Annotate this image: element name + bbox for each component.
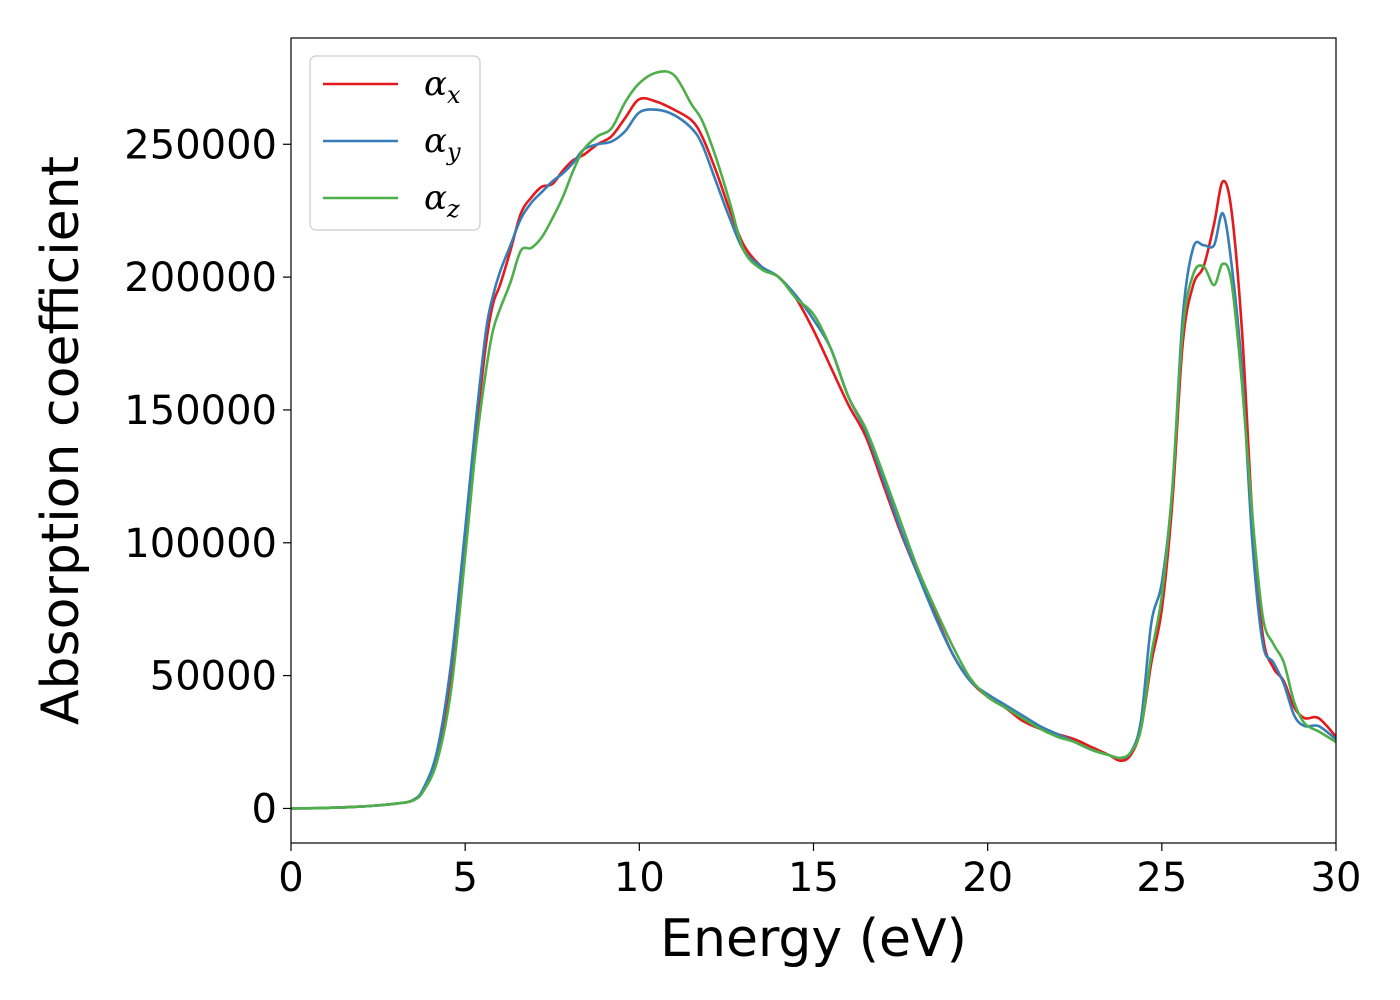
x-tick-label: 10 <box>614 855 665 901</box>
x-tick-label: 25 <box>1136 855 1187 901</box>
y-tick-label: 250000 <box>124 122 277 168</box>
series-layer <box>290 70 1337 810</box>
legend: αx αy αz <box>309 55 481 231</box>
x-tick-label: 0 <box>278 855 303 901</box>
ticks-layer: 0 5 10 15 20 25 30 0 50000 100000 150000 200000 2500… <box>124 122 1361 901</box>
y-tick-label: 50000 <box>150 654 277 700</box>
x-tick-label: 15 <box>788 855 839 901</box>
x-axis-label: Energy (eV) <box>660 909 967 969</box>
y-axis-label: Absorption coefficient <box>31 156 91 725</box>
legend-box <box>309 55 481 231</box>
y-tick-label: 0 <box>252 786 277 832</box>
legend-label-y: αy <box>424 121 461 166</box>
x-tick-label: 20 <box>962 855 1013 901</box>
legend-label-x: αx <box>424 64 461 109</box>
x-tick-label: 30 <box>1311 855 1362 901</box>
y-tick-label: 150000 <box>124 388 277 434</box>
series-line-z <box>290 70 1337 810</box>
legend-label-z: αz <box>424 178 460 223</box>
y-tick-label: 100000 <box>124 521 277 567</box>
y-tick-label: 200000 <box>124 255 277 301</box>
x-tick-label: 5 <box>452 855 477 901</box>
